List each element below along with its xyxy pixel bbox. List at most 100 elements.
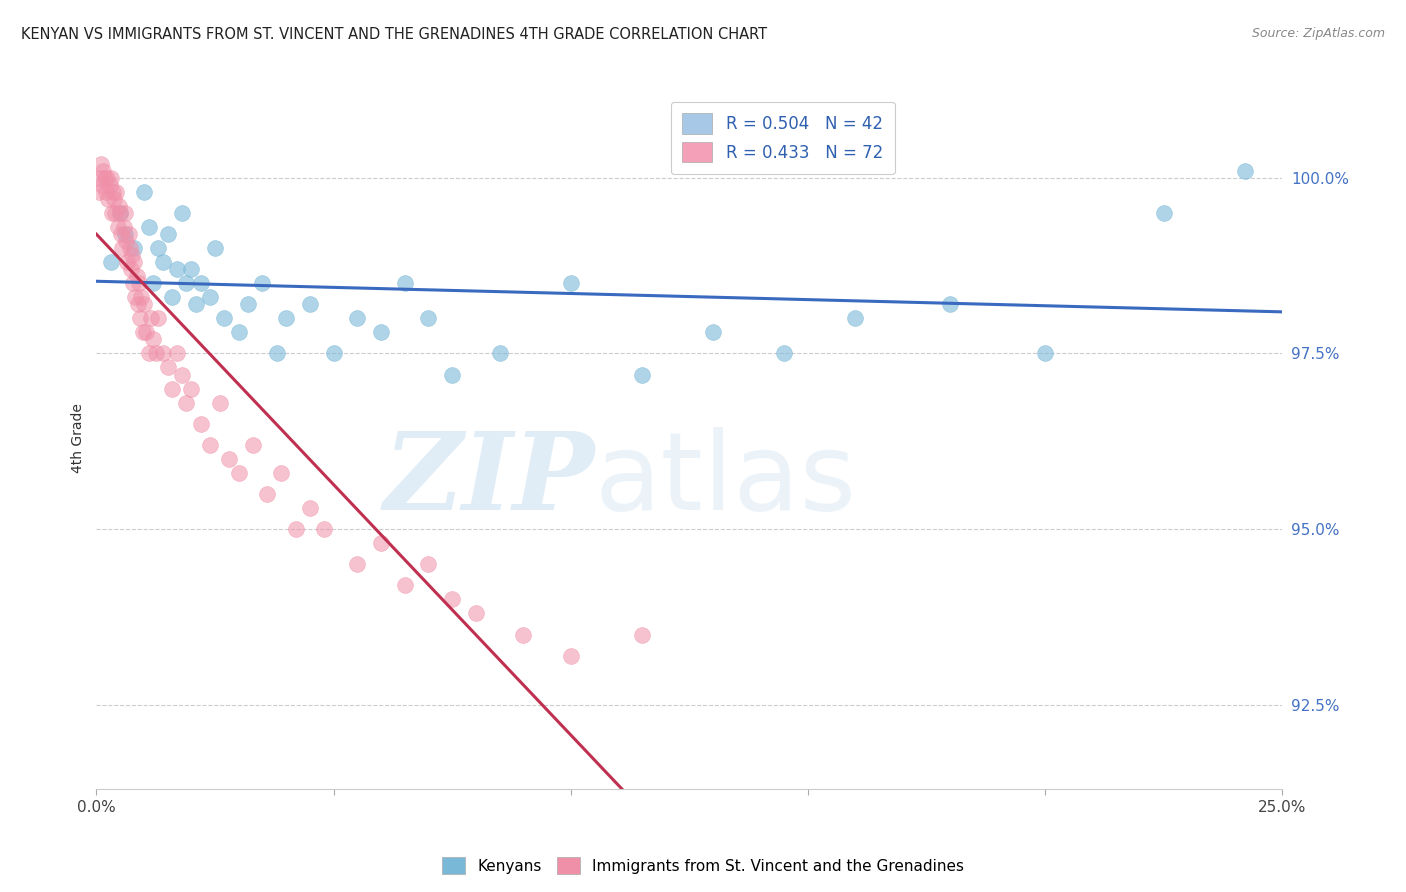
Point: [108, 206, 131, 220]
Point: [346, 311, 368, 326]
Point: [418, 311, 440, 326]
Point: [180, 262, 202, 277]
Point: [162, 382, 184, 396]
Point: [98, 178, 121, 192]
Point: [214, 311, 236, 326]
Point: [139, 311, 162, 326]
Point: [1153, 206, 1175, 220]
Point: [124, 255, 146, 269]
Point: [314, 522, 336, 536]
Point: [270, 466, 292, 480]
Point: [114, 206, 136, 220]
Point: [464, 607, 486, 621]
Point: [939, 297, 962, 311]
Text: Source: ZipAtlas.com: Source: ZipAtlas.com: [1251, 27, 1385, 40]
Point: [176, 276, 198, 290]
Point: [93, 163, 115, 178]
Point: [94, 170, 117, 185]
Point: [117, 227, 139, 241]
Point: [127, 297, 149, 311]
Point: [488, 346, 510, 360]
Point: [184, 297, 207, 311]
Point: [128, 276, 150, 290]
Point: [101, 185, 124, 199]
Point: [100, 206, 122, 220]
Point: [1033, 346, 1056, 360]
Point: [142, 332, 165, 346]
Point: [100, 255, 122, 269]
Point: [121, 248, 143, 262]
Point: [298, 501, 321, 516]
Point: [124, 241, 146, 255]
Point: [107, 219, 129, 234]
Point: [170, 368, 193, 382]
Text: ZIP: ZIP: [384, 427, 595, 533]
Point: [204, 241, 226, 255]
Point: [190, 276, 212, 290]
Text: KENYAN VS IMMIGRANTS FROM ST. VINCENT AND THE GRENADINES 4TH GRADE CORRELATION C: KENYAN VS IMMIGRANTS FROM ST. VINCENT AN…: [21, 27, 768, 42]
Point: [105, 185, 128, 199]
Point: [108, 206, 131, 220]
Point: [200, 290, 222, 304]
Point: [560, 276, 582, 290]
Point: [1233, 163, 1256, 178]
Point: [131, 290, 153, 304]
Point: [370, 326, 392, 340]
Point: [166, 346, 188, 360]
Point: [560, 648, 582, 663]
Point: [115, 255, 138, 269]
Point: [228, 326, 250, 340]
Point: [103, 192, 125, 206]
Point: [152, 346, 174, 360]
Point: [631, 368, 654, 382]
Point: [631, 627, 654, 641]
Point: [266, 346, 288, 360]
Point: [135, 326, 157, 340]
Point: [370, 536, 392, 550]
Point: [256, 487, 278, 501]
Point: [394, 276, 416, 290]
Point: [298, 297, 321, 311]
Point: [702, 326, 724, 340]
Point: [91, 178, 114, 192]
Point: [346, 558, 368, 572]
Point: [276, 311, 298, 326]
Point: [844, 311, 866, 326]
Point: [89, 170, 111, 185]
Point: [146, 241, 169, 255]
Point: [252, 276, 274, 290]
Point: [200, 438, 222, 452]
Point: [145, 346, 167, 360]
Point: [218, 451, 240, 466]
Legend: Kenyans, Immigrants from St. Vincent and the Grenadines: Kenyans, Immigrants from St. Vincent and…: [436, 851, 970, 880]
Point: [242, 438, 264, 452]
Point: [190, 417, 212, 431]
Point: [138, 346, 160, 360]
Point: [394, 578, 416, 592]
Point: [142, 276, 165, 290]
Point: [162, 290, 184, 304]
Point: [156, 227, 179, 241]
Point: [104, 206, 127, 220]
Point: [180, 382, 202, 396]
Point: [124, 290, 146, 304]
Point: [132, 185, 155, 199]
Text: atlas: atlas: [595, 427, 856, 533]
Point: [125, 269, 148, 284]
Point: [96, 170, 118, 185]
Point: [132, 297, 155, 311]
Point: [170, 206, 193, 220]
Point: [322, 346, 344, 360]
Point: [238, 297, 260, 311]
Point: [118, 241, 141, 255]
Point: [129, 311, 152, 326]
Point: [114, 234, 136, 248]
Point: [122, 276, 145, 290]
Point: [112, 219, 135, 234]
Point: [110, 227, 132, 241]
Point: [152, 255, 174, 269]
Point: [114, 227, 136, 241]
Y-axis label: 4th Grade: 4th Grade: [72, 403, 86, 473]
Point: [111, 241, 134, 255]
Point: [166, 262, 188, 277]
